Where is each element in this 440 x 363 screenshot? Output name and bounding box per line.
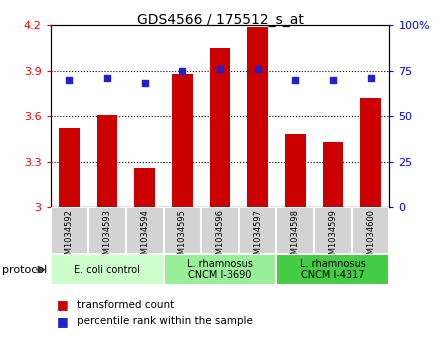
Bar <box>201 207 239 254</box>
Bar <box>51 254 164 285</box>
Point <box>216 66 224 72</box>
Text: GDS4566 / 175512_s_at: GDS4566 / 175512_s_at <box>136 13 304 27</box>
Bar <box>285 134 306 207</box>
Text: L. rhamnosus
CNCM I-3690: L. rhamnosus CNCM I-3690 <box>187 259 253 280</box>
Point <box>141 81 148 86</box>
Bar <box>323 142 343 207</box>
Bar <box>172 74 193 207</box>
Point <box>179 68 186 74</box>
Point <box>66 77 73 83</box>
Point <box>103 75 110 81</box>
Bar <box>126 207 164 254</box>
Text: protocol: protocol <box>2 265 48 274</box>
Text: GSM1034593: GSM1034593 <box>103 209 112 265</box>
Bar <box>247 27 268 207</box>
Bar <box>51 207 88 254</box>
Bar <box>352 207 389 254</box>
Text: GSM1034598: GSM1034598 <box>291 209 300 265</box>
Point <box>367 75 374 81</box>
Bar <box>209 48 231 207</box>
Bar <box>164 254 276 285</box>
Bar <box>360 98 381 207</box>
Text: GSM1034592: GSM1034592 <box>65 209 74 265</box>
Bar <box>164 207 201 254</box>
Text: GSM1034599: GSM1034599 <box>328 209 337 265</box>
Text: transformed count: transformed count <box>77 300 174 310</box>
Point <box>330 77 337 83</box>
Point <box>292 77 299 83</box>
Bar <box>59 128 80 207</box>
Text: GSM1034596: GSM1034596 <box>216 209 224 265</box>
Point <box>254 66 261 72</box>
Text: ■: ■ <box>57 315 69 328</box>
Bar <box>239 207 276 254</box>
Bar <box>134 168 155 207</box>
Text: ■: ■ <box>57 298 69 311</box>
Text: L. rhamnosus
CNCM I-4317: L. rhamnosus CNCM I-4317 <box>300 259 366 280</box>
Bar <box>276 254 389 285</box>
Text: GSM1034594: GSM1034594 <box>140 209 149 265</box>
Text: GSM1034600: GSM1034600 <box>366 209 375 265</box>
Bar <box>314 207 352 254</box>
Text: E. coli control: E. coli control <box>74 265 140 274</box>
Bar <box>88 207 126 254</box>
Text: GSM1034597: GSM1034597 <box>253 209 262 265</box>
Bar <box>276 207 314 254</box>
Bar <box>97 115 117 207</box>
Text: percentile rank within the sample: percentile rank within the sample <box>77 316 253 326</box>
Text: GSM1034595: GSM1034595 <box>178 209 187 265</box>
